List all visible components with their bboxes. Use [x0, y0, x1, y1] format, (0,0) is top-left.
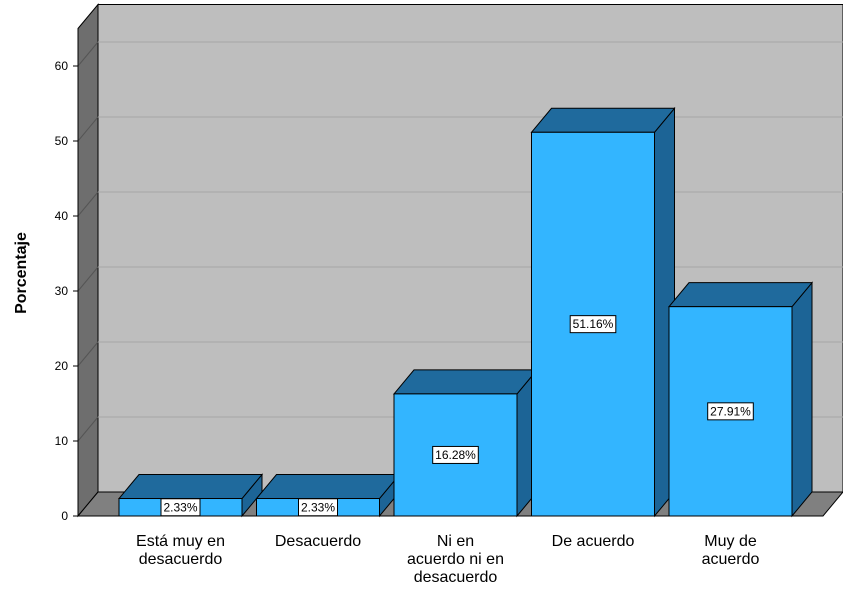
data-label-box	[707, 402, 754, 421]
bar-top	[392, 369, 539, 395]
data-label: 2.33%	[163, 500, 197, 514]
category-label: De acuerdo	[552, 533, 635, 550]
data-label: 27.91%	[710, 404, 751, 418]
y-tick-label: 60	[55, 59, 69, 73]
data-label-box	[432, 445, 479, 464]
category-label: Ni en acuerdo ni en desacuerdo	[407, 533, 504, 586]
gridline-left-wall	[77, 116, 99, 142]
gridline-left-wall	[77, 416, 99, 442]
data-label-box	[160, 498, 201, 517]
bar: 51.16%	[530, 106, 676, 518]
category-label: Está muy en desacuerdo	[136, 533, 225, 568]
left-wall	[77, 3, 99, 518]
bar-top	[255, 474, 401, 500]
data-label: 51.16%	[573, 317, 614, 331]
data-label: 16.28%	[435, 448, 476, 462]
data-label-box	[569, 315, 617, 334]
y-tick-label: 40	[55, 209, 69, 223]
bar: 2.33%	[255, 473, 401, 518]
gridline-left-wall	[77, 266, 99, 292]
bars: 2.33% 2.33% 16.28% 51.16% 27.91%	[117, 106, 814, 518]
bar: 16.28%	[392, 368, 539, 518]
bar-top	[117, 474, 264, 500]
gridline-left-wall	[77, 191, 99, 217]
y-tick-label: 10	[55, 434, 69, 448]
bar-top	[667, 282, 814, 308]
data-label-box	[298, 498, 338, 517]
category-labels: Está muy en desacuerdo Desacuerdo Ni en acue…	[136, 533, 759, 586]
y-tick-label: 20	[55, 359, 69, 373]
y-tick-label: 50	[55, 134, 69, 148]
y-axis-label: Porcentaje	[13, 232, 30, 314]
data-label: 2.33%	[301, 500, 335, 514]
gridline-left-wall	[77, 341, 99, 367]
bar: 27.91%	[667, 281, 814, 518]
category-label: Desacuerdo	[275, 533, 361, 550]
bar-side	[791, 281, 813, 518]
bar-top	[530, 107, 676, 133]
y-tick-label: 30	[55, 284, 69, 298]
y-tick-label: 0	[61, 509, 68, 523]
category-label: Muy de acuerdo	[702, 533, 760, 568]
gridline-left-wall	[77, 41, 99, 67]
bar: 2.33%	[117, 473, 264, 518]
y-axis: 0 10 20 30 40 50 60	[55, 28, 79, 523]
